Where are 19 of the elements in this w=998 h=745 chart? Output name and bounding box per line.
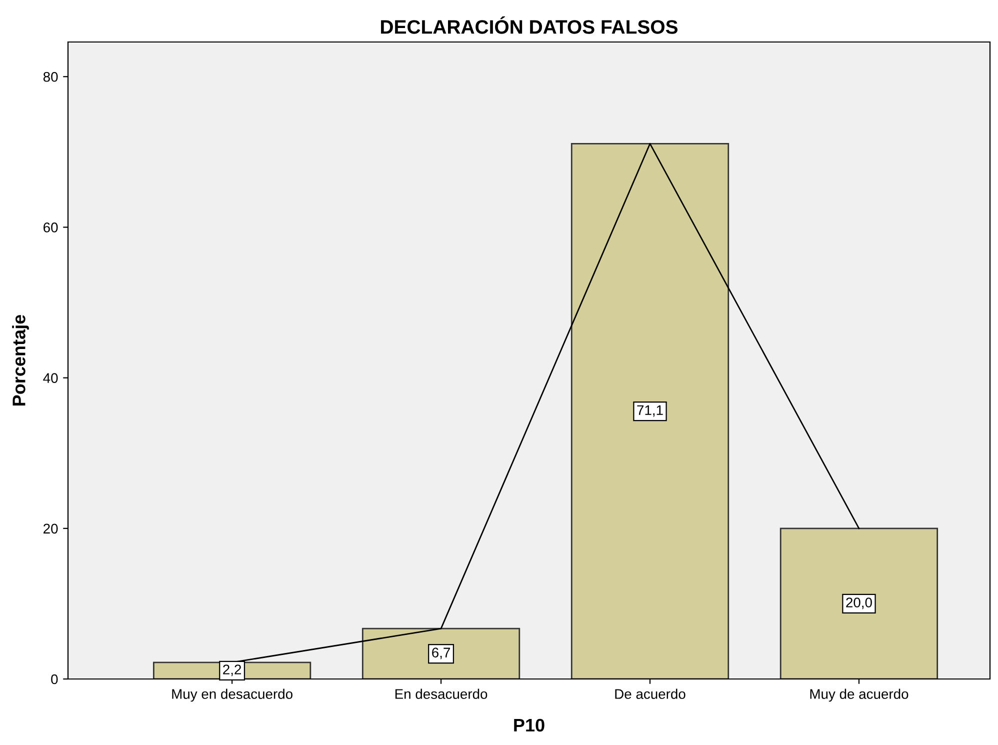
y-tick-label: 20 (44, 524, 58, 534)
y-tick-label: 40 (43, 373, 58, 383)
data-label: 6,7 (432, 648, 450, 660)
data-label: 20,0 (846, 598, 872, 610)
x-tick-label: Muy de acuerdo (810, 688, 908, 702)
data-label: 2,2 (223, 664, 242, 676)
chart-title: DECLARACIÓN DATOS FALSOS (381, 16, 678, 34)
y-tick-label: 60 (44, 222, 58, 232)
bar (570, 142, 730, 679)
data-label: 71,1 (637, 405, 663, 417)
x-axis-title: P10 (514, 718, 544, 732)
x-tick-label: En desacuerdo (395, 688, 488, 699)
y-axis-title: Porcentaje (12, 314, 29, 406)
x-tick-label: De acuerdo (615, 688, 686, 699)
y-tick-label: 0 (51, 674, 58, 684)
y-tick-label: 80 (43, 72, 58, 82)
x-tick-label: Muy en desacuerdo (172, 688, 292, 702)
bar (362, 628, 520, 679)
bar (780, 528, 938, 679)
